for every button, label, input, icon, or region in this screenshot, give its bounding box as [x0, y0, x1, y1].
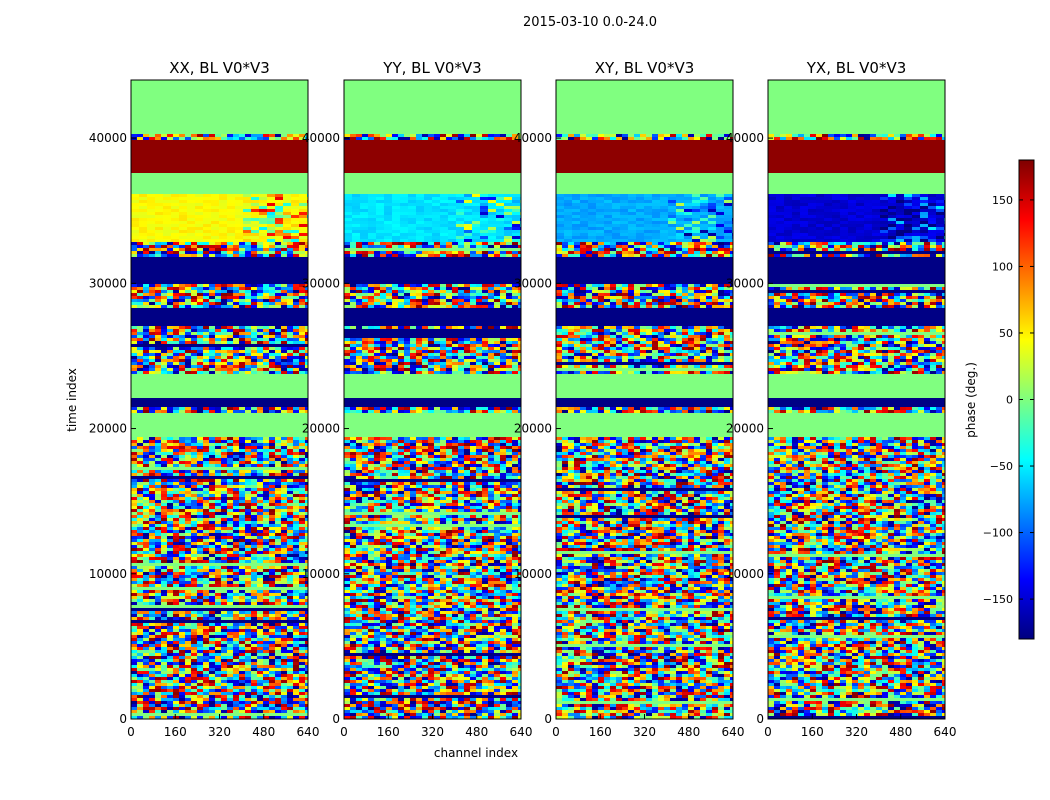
y-tick-label: 0: [119, 712, 127, 726]
y-tick-label: 10000: [302, 567, 340, 581]
x-axis-label: channel index: [434, 746, 518, 760]
y-tick-label: 10000: [514, 567, 552, 581]
figure-title: 2015-03-10 0.0-24.0: [523, 15, 657, 30]
y-tick-label: 30000: [89, 276, 127, 290]
colorbar-ticks: −150 −100 −50 0 50 100 150: [983, 194, 1034, 606]
x-tick-label: 640: [510, 725, 533, 739]
x-tick-label: 480: [677, 725, 700, 739]
colorbar-tick-label: −50: [990, 460, 1013, 473]
panel-yx: YX, BL V0*V3 0 160 320 480 640 0 10000 20000 3000…: [726, 59, 957, 739]
x-tick-label: 320: [208, 725, 231, 739]
x-tick-label: 0: [127, 725, 135, 739]
colorbar-tick-label: 100: [992, 260, 1013, 273]
y-tick-label: 0: [544, 712, 552, 726]
panel-yy: YY, BL V0*V3 0 160 320 480 640 0 10000 20000 3000…: [302, 59, 533, 739]
x-tick-label: 640: [722, 725, 745, 739]
y-tick-label: 0: [332, 712, 340, 726]
panel-title: YX, BL V0*V3: [806, 59, 907, 77]
y-tick-label: 20000: [726, 422, 764, 436]
y-axis-label: time index: [65, 368, 79, 432]
x-tick-label: 480: [889, 725, 912, 739]
heatmap-image: [344, 80, 521, 719]
panel-title: XY, BL V0*V3: [595, 59, 695, 77]
y-tick-label: 10000: [726, 567, 764, 581]
y-tick-label: 10000: [89, 567, 127, 581]
y-tick-label: 0: [756, 712, 764, 726]
x-tick-label: 480: [252, 725, 275, 739]
colorbar-tick-label: −100: [983, 527, 1013, 540]
x-tick-label: 0: [764, 725, 772, 739]
x-tick-label: 480: [465, 725, 488, 739]
colorbar-tick-label: −150: [983, 593, 1013, 606]
heatmap-image: [131, 80, 308, 719]
y-tick-label: 30000: [514, 276, 552, 290]
colorbar-tick-label: 0: [1006, 394, 1013, 407]
y-tick-label: 20000: [89, 422, 127, 436]
x-tick-label: 320: [633, 725, 656, 739]
colorbar-tick-label: 50: [999, 327, 1013, 340]
x-tick-label: 0: [340, 725, 348, 739]
x-tick-label: 0: [552, 725, 560, 739]
y-tick-label: 40000: [89, 131, 127, 145]
x-tick-label: 320: [845, 725, 868, 739]
y-tick-label: 40000: [514, 131, 552, 145]
x-tick-label: 640: [297, 725, 320, 739]
heatmap-image: [768, 80, 945, 719]
colorbar-label: phase (deg.): [964, 362, 978, 438]
panel-title: YY, BL V0*V3: [382, 59, 481, 77]
x-tick-label: 160: [801, 725, 824, 739]
y-tick-label: 40000: [302, 131, 340, 145]
panel-xx: XX, BL V0*V3 0 160 320 480 640 0 10000 20000 3000…: [89, 59, 320, 739]
y-tick-label: 30000: [302, 276, 340, 290]
x-tick-label: 160: [589, 725, 612, 739]
x-tick-label: 640: [934, 725, 957, 739]
heatmap-image: [556, 80, 733, 719]
colorbar-tick-label: 150: [992, 194, 1013, 207]
y-tick-label: 20000: [514, 422, 552, 436]
x-tick-label: 160: [377, 725, 400, 739]
y-tick-label: 40000: [726, 131, 764, 145]
x-tick-label: 320: [421, 725, 444, 739]
colorbar: −150 −100 −50 0 50 100 150 phase (deg.): [964, 159, 1035, 640]
heatmap-panels: XX, BL V0*V3 0 160 320 480 640 0 10000 20000 3000…: [89, 59, 957, 739]
x-tick-label: 160: [164, 725, 187, 739]
y-tick-label: 20000: [302, 422, 340, 436]
panel-title: XX, BL V0*V3: [169, 59, 270, 77]
panel-xy: XY, BL V0*V3 0 160 320 480 640 0 10000 20000 3000…: [514, 59, 745, 739]
y-tick-label: 30000: [726, 276, 764, 290]
